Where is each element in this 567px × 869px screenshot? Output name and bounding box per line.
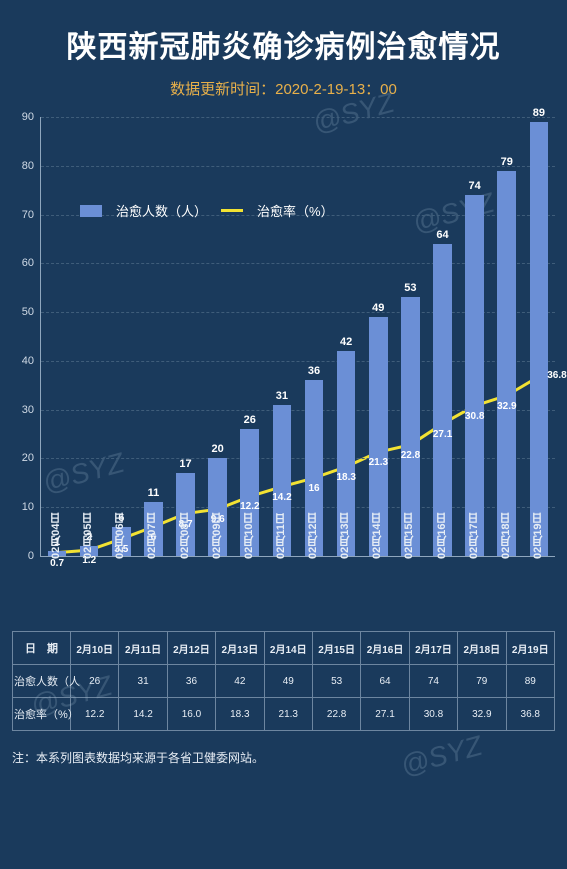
- line-value-label: 32.9: [497, 401, 516, 412]
- line-value-label: 27.1: [433, 429, 452, 440]
- table-row-label: 治愈率（%）: [13, 698, 71, 731]
- table-cell: 21.3: [264, 698, 312, 731]
- bar-value-label: 74: [469, 180, 481, 192]
- table-header-cell: 2月14日: [264, 632, 312, 665]
- line-value-label: 21.3: [369, 457, 388, 468]
- x-tick-label: 02月05日: [80, 513, 96, 559]
- bar-value-label: 42: [340, 336, 352, 348]
- table-cell: 27.1: [361, 698, 409, 731]
- y-tick: 40: [22, 355, 34, 367]
- bar-value-label: 20: [212, 443, 224, 455]
- legend-line-label: 治愈率（%）: [257, 201, 334, 220]
- x-tick-label: 02月08日: [177, 513, 193, 559]
- x-tick-label: 02月12日: [305, 513, 321, 559]
- line-value-label: 36.8: [547, 370, 566, 381]
- table-header-cell: 2月12日: [167, 632, 215, 665]
- page-title: 陕西新冠肺炎确诊病例治愈情况: [0, 0, 567, 66]
- table-cell: 79: [458, 665, 506, 698]
- y-tick: 10: [22, 501, 34, 513]
- bar-value-label: 36: [308, 365, 320, 377]
- y-tick: 30: [22, 404, 34, 416]
- table-cell: 42: [216, 665, 264, 698]
- x-tick-label: 02月11日: [273, 513, 289, 559]
- line-value-label: 30.8: [465, 411, 484, 422]
- x-tick-label: 02月09日: [209, 513, 225, 559]
- table-cell: 32.9: [458, 698, 506, 731]
- bar-value-label: 26: [244, 414, 256, 426]
- x-tick-label: 02月16日: [434, 513, 450, 559]
- table-header-cell: 2月15日: [312, 632, 360, 665]
- bar-value-label: 11: [148, 487, 160, 499]
- bar-value-label: 79: [501, 156, 513, 168]
- legend-swatch-bar: [80, 205, 102, 217]
- y-tick: 70: [22, 209, 34, 221]
- table-cell: 74: [409, 665, 457, 698]
- x-tick-label: 02月13日: [337, 513, 353, 559]
- table-row-label: 治愈人数（人: [13, 665, 71, 698]
- table-cell: 18.3: [216, 698, 264, 731]
- table-cell: 22.8: [312, 698, 360, 731]
- chart: @SYZ @SYZ @SYZ 0102030405060708090 12611…: [12, 117, 555, 617]
- line-value-label: 18.3: [336, 472, 355, 483]
- table-row: 治愈人数（人26313642495364747989: [13, 665, 555, 698]
- bar-value-label: 89: [533, 107, 545, 119]
- x-tick-label: 02月14日: [369, 513, 385, 559]
- y-tick: 80: [22, 160, 34, 172]
- table-cell: 14.2: [119, 698, 167, 731]
- table-header-cell: 2月19日: [506, 632, 554, 665]
- y-tick: 0: [28, 550, 34, 562]
- plot-area: 126111720263136424953647479890.71.23.568…: [40, 117, 555, 557]
- table-header-cell: 2月16日: [361, 632, 409, 665]
- bar: 74: [465, 195, 484, 556]
- x-tick-label: 02月06日: [112, 513, 128, 559]
- table-cell: 30.8: [409, 698, 457, 731]
- bar-value-label: 31: [276, 390, 288, 402]
- line-value-label: 14.2: [272, 492, 291, 503]
- line-value-label: 22.8: [401, 450, 420, 461]
- table-header-cell: 2月17日: [409, 632, 457, 665]
- bar-value-label: 17: [179, 458, 191, 470]
- table-cell: 49: [264, 665, 312, 698]
- x-tick-label: 02月15日: [401, 513, 417, 559]
- x-axis: 02月04日02月05日02月06日02月07日02月08日02月09日02月1…: [40, 559, 555, 619]
- table-cell: 16.0: [167, 698, 215, 731]
- x-tick-label: 02月04日: [48, 513, 64, 559]
- y-axis: 0102030405060708090: [12, 117, 36, 557]
- bar: 89: [530, 122, 549, 556]
- table-header-cell: 2月13日: [216, 632, 264, 665]
- table-header-cell: 2月11日: [119, 632, 167, 665]
- line-value-label: 16: [309, 483, 320, 494]
- table-row: 治愈率（%）12.214.216.018.321.322.827.130.832…: [13, 698, 555, 731]
- legend-bar-label: 治愈人数（人）: [116, 201, 207, 220]
- bar-value-label: 49: [372, 302, 384, 314]
- legend-swatch-line: [221, 209, 243, 212]
- x-tick-label: 02月07日: [144, 513, 160, 559]
- table-cell: 53: [312, 665, 360, 698]
- table-cell: 31: [119, 665, 167, 698]
- table-cell: 89: [506, 665, 554, 698]
- x-tick-label: 02月19日: [530, 513, 546, 559]
- x-tick-label: 02月10日: [241, 513, 257, 559]
- line-value-label: 12.2: [240, 501, 259, 512]
- bar: 64: [433, 244, 452, 556]
- legend: 治愈人数（人） 治愈率（%）: [74, 197, 340, 224]
- y-tick: 50: [22, 306, 34, 318]
- y-tick: 60: [22, 257, 34, 269]
- table-header-cell: 2月18日: [458, 632, 506, 665]
- table-cell: 36: [167, 665, 215, 698]
- table-cell: 64: [361, 665, 409, 698]
- x-tick-label: 02月17日: [466, 513, 482, 559]
- x-tick-label: 02月18日: [498, 513, 514, 559]
- table-header-cell: 2月10日: [71, 632, 119, 665]
- bar-value-label: 53: [404, 282, 416, 294]
- bar-value-label: 64: [436, 229, 448, 241]
- update-time: 数据更新时间：2020-2-19-13：00: [0, 78, 567, 99]
- footnote: 注：本系列图表数据均来源于各省卫健委网站。: [12, 749, 555, 766]
- table-header-rowlabel: 日 期: [13, 632, 71, 665]
- bar: 79: [497, 171, 516, 556]
- y-tick: 20: [22, 452, 34, 464]
- data-table: @SYZ @SYZ 日 期2月10日2月11日2月12日2月13日2月14日2月…: [12, 631, 555, 731]
- table-cell: 36.8: [506, 698, 554, 731]
- y-tick: 90: [22, 111, 34, 123]
